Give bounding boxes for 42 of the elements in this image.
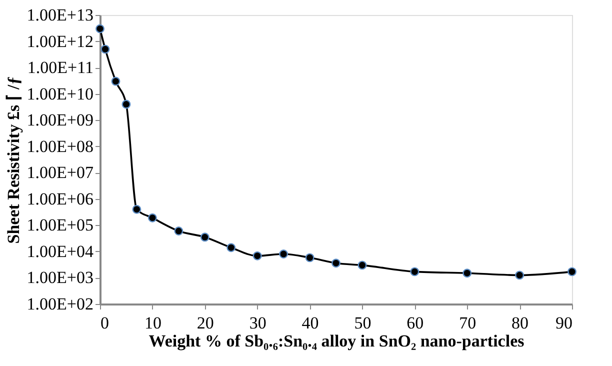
point bbox=[111, 76, 120, 86]
y-tick-label: 1.00E+05 bbox=[26, 216, 94, 235]
y-tick-label: 1.00E+12 bbox=[26, 32, 94, 51]
x-tick-label: 30 bbox=[249, 314, 266, 332]
x-tick-label: 70 bbox=[459, 314, 476, 332]
point bbox=[96, 24, 104, 34]
x-tick-label: 10 bbox=[144, 314, 162, 332]
y-tick-label: 1.00E+08 bbox=[26, 136, 94, 156]
point bbox=[174, 226, 184, 236]
point bbox=[358, 260, 367, 270]
point bbox=[132, 204, 142, 214]
y-tick-label: 1.00E+13 bbox=[26, 6, 94, 24]
point bbox=[226, 243, 236, 252]
y-tick-label: 1.00E+06 bbox=[26, 189, 94, 208]
y-tick-label: 1.00E+07 bbox=[26, 163, 94, 182]
x-tick-label: 60 bbox=[406, 314, 424, 332]
point bbox=[568, 267, 576, 276]
x-tick-label: 20 bbox=[196, 314, 214, 332]
y-tick-label: 1.00E+03 bbox=[26, 268, 94, 288]
x-tick-label: 90 bbox=[556, 314, 572, 332]
x-tick-label: 0 bbox=[100, 314, 109, 332]
x-tick-label: 50 bbox=[354, 314, 372, 332]
y-tick-label: 1.00E+04 bbox=[26, 242, 94, 261]
point bbox=[200, 232, 210, 242]
point bbox=[462, 268, 472, 278]
point bbox=[100, 44, 110, 54]
point bbox=[332, 258, 340, 268]
y-tick-label: 1.00E+10 bbox=[26, 84, 94, 104]
y-tick-label: 1.00E+02 bbox=[26, 294, 94, 314]
y-axis-title: Sheet Resistivity £s ⌈ /ƒ bbox=[4, 76, 23, 244]
y-tick-label: 1.00E+11 bbox=[27, 58, 94, 78]
point bbox=[122, 100, 131, 109]
x-axis-title: Weight % of Sb₀.₆:Sn₀.₄ alloy in SnO₂ nano-particles bbox=[148, 332, 525, 350]
x-tick-label: 40 bbox=[302, 314, 319, 332]
y-tick-label: 1.00E+09 bbox=[26, 110, 94, 130]
point bbox=[305, 253, 314, 262]
point bbox=[515, 270, 524, 280]
point bbox=[252, 251, 262, 260]
point bbox=[148, 213, 157, 222]
x-tick-label: 80 bbox=[512, 314, 529, 332]
point bbox=[279, 250, 288, 258]
point bbox=[410, 267, 420, 276]
